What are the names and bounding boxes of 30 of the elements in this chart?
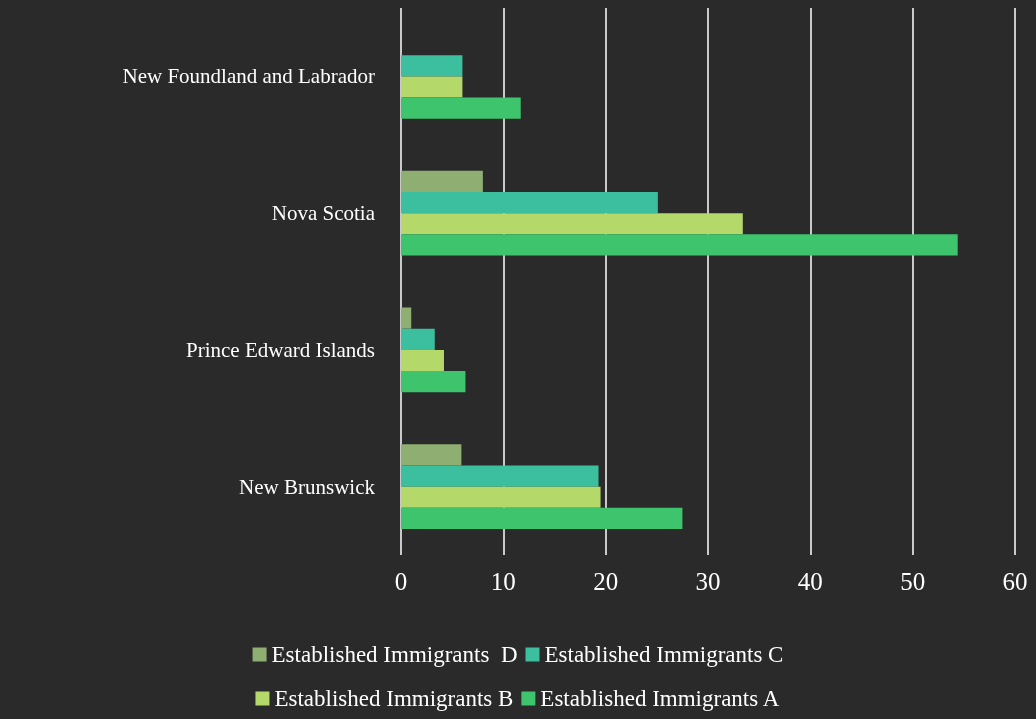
legend-label: Established Immigrants A [540, 686, 780, 711]
bar [401, 307, 412, 329]
y-tick-label: New Brunswick [239, 474, 376, 499]
x-tick-label: 50 [900, 568, 926, 595]
x-tick-label: 30 [695, 568, 721, 595]
y-tick-label: Prince Edward Islands [186, 337, 375, 362]
bar [401, 55, 463, 77]
bar [401, 213, 743, 235]
x-tick-label: 20 [593, 568, 619, 595]
bar [401, 234, 958, 256]
legend-label: Established Immigrants D [271, 642, 518, 667]
x-tick-label: 0 [394, 568, 408, 595]
x-tick-label: 40 [797, 568, 823, 595]
y-tick-label: Nova Scotia [271, 201, 376, 226]
bar [401, 444, 462, 466]
legend-label: Established Immigrants B [274, 686, 514, 711]
bar [401, 486, 601, 508]
x-tick-label: 60 [1002, 568, 1028, 595]
bar [401, 170, 483, 192]
legend-label: Established Immigrants C [544, 642, 784, 667]
bar [401, 328, 435, 350]
bar [401, 191, 658, 214]
bar [401, 76, 463, 98]
bar [401, 349, 444, 372]
bar [401, 465, 599, 487]
x-tick-label: 10 [490, 568, 516, 595]
bar [401, 97, 521, 119]
bar [401, 507, 683, 530]
bar [401, 371, 466, 393]
y-tick-label: New Foundland and Labrador [122, 64, 375, 89]
